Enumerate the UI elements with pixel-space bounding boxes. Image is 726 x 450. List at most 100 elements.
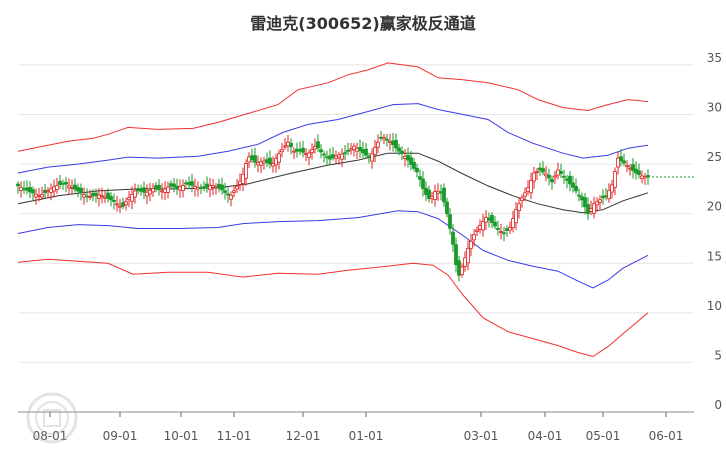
candle-body [82, 194, 86, 198]
candle-body [100, 195, 104, 198]
candle-body [184, 182, 188, 185]
candle-body [40, 194, 44, 198]
candle-body [565, 178, 569, 181]
candle-body [277, 153, 281, 163]
candle-body [22, 188, 26, 190]
candle-body [430, 196, 434, 200]
candle-body [553, 175, 557, 178]
candle-body [130, 193, 134, 202]
candle-body [151, 188, 155, 193]
candle-body [121, 202, 125, 207]
candle-body [589, 208, 593, 212]
candle-body [25, 187, 29, 191]
candle-body [103, 196, 107, 199]
candle-body [109, 196, 113, 201]
grid-layer [18, 64, 694, 417]
candle-body [586, 204, 590, 215]
candle-body [34, 193, 38, 198]
candle-body [19, 186, 23, 191]
candle-body [220, 184, 224, 191]
candle-body [391, 140, 395, 146]
candle-body [127, 197, 131, 201]
candle-body [148, 189, 152, 195]
candle-body [247, 156, 251, 163]
candle-body [541, 168, 545, 173]
channel-line-inner-lower [17, 210, 649, 289]
candle-body [412, 161, 416, 169]
candle-body [178, 186, 182, 191]
candle-body [64, 181, 68, 185]
candle-body [526, 187, 530, 192]
candle-body [499, 231, 503, 233]
candle-body [595, 201, 599, 206]
candle-body [292, 150, 296, 153]
candle-body [343, 152, 347, 155]
candle-body [61, 182, 65, 185]
candle-body [232, 190, 236, 193]
candle-body [535, 171, 539, 173]
candle-body [163, 188, 167, 193]
candle-body [463, 257, 467, 267]
candle-body [145, 191, 149, 197]
channel-line-outer-upper [17, 62, 649, 152]
candle-body [628, 167, 632, 170]
candle-body [358, 146, 362, 152]
candle-body [502, 232, 506, 235]
candle-body [505, 228, 509, 231]
candle-body [211, 185, 215, 188]
candle-body [235, 185, 239, 190]
candle-body [490, 215, 494, 223]
candle-body [574, 185, 578, 192]
candle-body [58, 181, 62, 185]
candle-body [349, 148, 353, 151]
candle-body [229, 194, 233, 200]
candle-body [154, 185, 158, 190]
candle-body [406, 155, 410, 161]
y-tick-label: 0 [714, 398, 722, 412]
candle-body [631, 164, 635, 171]
candle-body [55, 185, 59, 190]
candle-body [298, 149, 302, 152]
y-tick-label: 20 [707, 200, 722, 214]
y-tick-label: 35 [707, 51, 722, 65]
candle-body [73, 184, 77, 190]
candlesticks [16, 130, 650, 282]
candle-body [91, 192, 95, 197]
x-tick-label: 03-01 [464, 429, 499, 443]
candle-body [355, 148, 359, 152]
candle-body [310, 149, 314, 154]
candle-body [364, 148, 368, 156]
x-tick-label: 08-01 [33, 429, 68, 443]
candle-body [415, 167, 419, 173]
candle-body [43, 189, 47, 194]
candle-body [400, 150, 404, 155]
candle-body [67, 185, 71, 189]
candle-body [532, 172, 536, 182]
candle-body [607, 189, 611, 200]
candle-body [289, 142, 293, 148]
candle-body [133, 190, 137, 198]
candle-body [118, 205, 122, 208]
candle-body [577, 194, 581, 197]
candle-body [70, 187, 74, 189]
candle-body [637, 170, 641, 175]
candle-body [604, 195, 608, 198]
x-tick-label: 05-01 [586, 429, 621, 443]
candle-body [442, 187, 446, 203]
candle-body [394, 139, 398, 149]
candle-body [643, 176, 647, 179]
candle-body [514, 209, 518, 224]
candle-body [379, 136, 383, 139]
candle-body [622, 160, 626, 164]
y-tick-label: 25 [707, 150, 722, 164]
candle-body [433, 191, 437, 201]
candle-body [340, 153, 344, 160]
candle-body [448, 214, 452, 229]
channel-line-inner-upper [17, 103, 649, 174]
candle-body [136, 189, 140, 192]
candle-body [166, 186, 170, 193]
candle-body [16, 183, 20, 187]
candle-body [373, 146, 377, 155]
candle-body [274, 158, 278, 166]
candle-body [337, 154, 341, 158]
